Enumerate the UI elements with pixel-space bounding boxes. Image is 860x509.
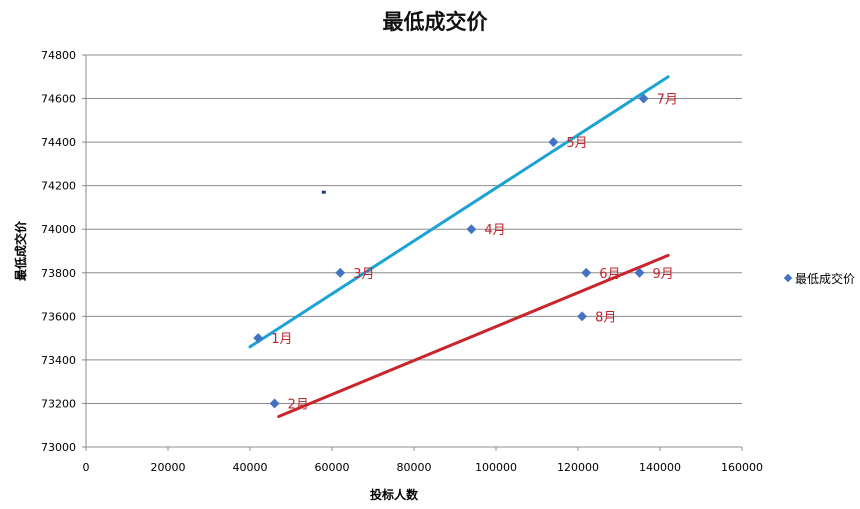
x-tick-label: 40000 xyxy=(233,461,268,474)
x-tick-label: 100000 xyxy=(475,461,517,474)
x-axis-title: 投标人数 xyxy=(370,487,419,502)
x-tick-label: 80000 xyxy=(397,461,432,474)
trendline xyxy=(277,253,670,419)
data-point xyxy=(466,224,477,235)
y-tick-labels: 73000 73200 73400 73600 73800 74000 74200 74400… xyxy=(41,49,76,454)
point-label: 5月 xyxy=(566,136,587,151)
gridlines xyxy=(86,54,742,404)
stray-mark xyxy=(321,190,326,194)
x-tick-label: 60000 xyxy=(315,461,350,474)
trendlines xyxy=(248,75,670,419)
data-point xyxy=(253,333,264,344)
x-tick-labels: 0 20000 40000 60000 80000 100000 120000 140000 1… xyxy=(83,461,764,474)
x-tick-label: 20000 xyxy=(151,461,186,474)
data-points xyxy=(253,93,649,409)
y-tick-label: 74800 xyxy=(41,49,76,62)
y-tick-label: 73800 xyxy=(41,267,76,280)
y-tick-label: 73000 xyxy=(41,441,76,454)
x-tick-label: 120000 xyxy=(557,461,599,474)
data-point xyxy=(581,267,592,278)
point-labels: 1月 2月 3月 4月 5月 6月 7月 8月 9月 xyxy=(271,93,678,413)
legend-label: 最低成交价 xyxy=(795,271,855,286)
x-tick-label: 160000 xyxy=(721,461,763,474)
data-point xyxy=(638,93,649,104)
x-tick-label: 140000 xyxy=(639,461,681,474)
data-point xyxy=(634,267,645,278)
y-tick-label: 73600 xyxy=(41,310,76,323)
point-label: 3月 xyxy=(353,267,374,282)
point-label: 4月 xyxy=(484,223,505,238)
y-axis-title: 最低成交价 xyxy=(13,220,28,281)
y-tick-label: 74400 xyxy=(41,136,76,149)
data-point xyxy=(269,398,280,409)
point-label: 1月 xyxy=(271,332,292,347)
y-tick-label: 74200 xyxy=(41,180,76,193)
axes xyxy=(82,54,743,451)
data-point xyxy=(577,311,588,322)
trendline xyxy=(248,75,670,349)
y-tick-label: 73200 xyxy=(41,397,76,410)
y-tick-label: 73400 xyxy=(41,354,76,367)
x-tick-label: 0 xyxy=(83,461,90,474)
y-tick-label: 74600 xyxy=(41,93,76,106)
point-label: 2月 xyxy=(288,397,309,412)
legend-marker xyxy=(783,273,793,283)
point-label: 8月 xyxy=(595,310,616,325)
chart-title: 最低成交价 xyxy=(383,9,489,34)
legend: 最低成交价 xyxy=(783,271,855,286)
point-label: 6月 xyxy=(599,267,620,282)
data-point xyxy=(548,137,559,148)
point-label: 7月 xyxy=(657,93,678,108)
point-label: 9月 xyxy=(653,267,674,282)
y-tick-label: 74000 xyxy=(41,223,76,236)
data-point xyxy=(335,267,346,278)
